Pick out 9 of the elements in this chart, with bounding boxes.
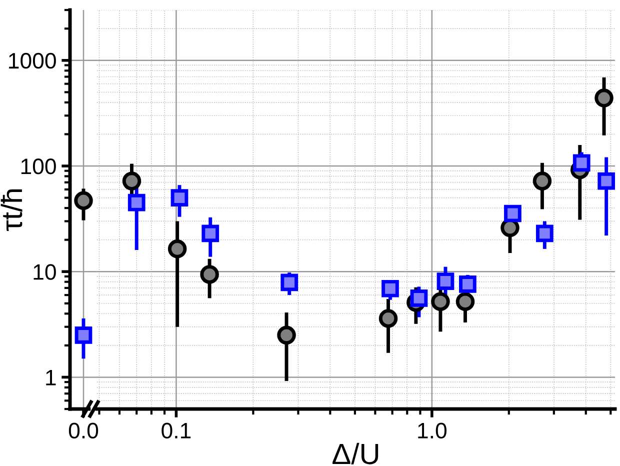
y-tick-label: 1 [46, 370, 56, 386]
y-tick-label: 1000 [9, 52, 56, 69]
y-axis-title: τt/ħ [0, 189, 22, 232]
y-tick-label: 10 [34, 264, 56, 280]
x-tick-label: 0.0 [68, 422, 98, 439]
x-tick-label: 0.1 [162, 422, 191, 439]
x-axis-title: Δ/U [332, 442, 378, 464]
y-tick-label: 100 [21, 158, 56, 174]
x-tick-label: 1.0 [418, 422, 446, 439]
